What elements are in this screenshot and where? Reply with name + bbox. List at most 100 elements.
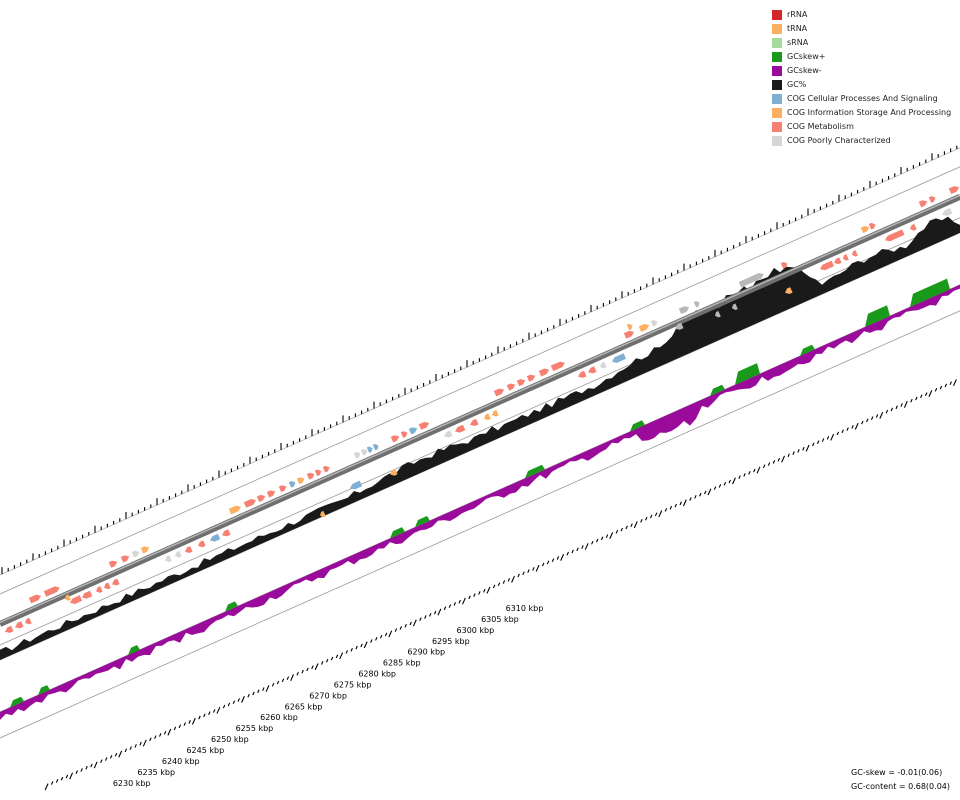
gene-feature[interactable] — [360, 448, 369, 456]
gene-feature[interactable] — [81, 590, 93, 601]
gene-feature[interactable] — [626, 323, 634, 331]
gene-feature[interactable] — [418, 420, 431, 430]
gene-feature[interactable] — [678, 305, 691, 315]
gene-feature[interactable] — [538, 367, 551, 377]
gene-feature[interactable] — [390, 434, 401, 443]
gene-feature[interactable] — [928, 195, 937, 203]
gene-feature[interactable] — [599, 361, 607, 370]
legend-label: COG Information Storage And Processing — [787, 108, 952, 117]
gene-feature[interactable] — [851, 250, 858, 258]
legend-item-srna[interactable]: sRNA — [772, 36, 951, 50]
gene-feature[interactable] — [491, 409, 499, 418]
gene-feature[interactable] — [469, 418, 479, 428]
gene-feature[interactable] — [714, 311, 721, 319]
gene-feature[interactable] — [909, 223, 917, 232]
gene-feature[interactable] — [948, 184, 960, 195]
gene-feature[interactable] — [43, 585, 61, 597]
gene-feature[interactable] — [506, 382, 517, 391]
gene-feature[interactable] — [95, 586, 103, 594]
gene-feature[interactable] — [731, 303, 738, 312]
gene-feature[interactable] — [322, 465, 331, 473]
gene-feature[interactable] — [243, 497, 257, 508]
gene-feature[interactable] — [296, 476, 306, 485]
gene-feature[interactable] — [868, 222, 877, 230]
gene-feature[interactable] — [784, 287, 793, 295]
gene-feature[interactable] — [120, 554, 131, 563]
gene-feature[interactable] — [14, 621, 24, 630]
gene-feature[interactable] — [24, 617, 32, 626]
gene-feature[interactable] — [674, 322, 684, 332]
legend-item-trna[interactable]: tRNA — [772, 22, 951, 36]
gene-feature[interactable] — [611, 353, 627, 364]
gene-feature[interactable] — [941, 207, 953, 218]
gene-feature[interactable] — [842, 254, 849, 262]
gene-feature[interactable] — [389, 468, 398, 477]
gene-feature[interactable] — [184, 546, 193, 554]
gene-feature[interactable] — [103, 582, 111, 591]
gene-feature[interactable] — [443, 430, 453, 439]
legend-item-cog-poorly[interactable]: COG Poorly Characterized — [772, 134, 951, 148]
gene-feature[interactable] — [860, 224, 871, 234]
gene-feature[interactable] — [140, 545, 151, 554]
gene-feature[interactable] — [918, 199, 929, 208]
gene-feature[interactable] — [400, 430, 409, 438]
gene-feature[interactable] — [353, 451, 362, 459]
gene-feature[interactable] — [884, 229, 905, 243]
gene-features — [4, 184, 960, 635]
gene-feature[interactable] — [314, 468, 323, 477]
gene-feature[interactable] — [64, 594, 71, 602]
gene-feature[interactable] — [780, 261, 789, 269]
scale-labels: 6230 kbp 6235 kbp 6240 kbp 6245 kbp 6250… — [113, 604, 544, 788]
legend-item-rrna[interactable]: rRNA — [772, 8, 951, 22]
legend-item-gcskew-plus[interactable]: GCskew+ — [772, 50, 951, 64]
legend-item-gc-percent[interactable]: GC% — [772, 78, 951, 92]
gene-feature[interactable] — [693, 300, 701, 308]
gene-feature[interactable] — [516, 378, 527, 387]
ruler-tick — [129, 746, 132, 750]
legend-item-cog-information[interactable]: COG Information Storage And Processing — [772, 106, 951, 120]
gene-feature[interactable] — [228, 504, 242, 515]
gene-feature[interactable] — [408, 426, 419, 435]
gene-feature[interactable] — [4, 625, 14, 635]
ruler-tick — [265, 685, 270, 692]
gene-feature[interactable] — [111, 578, 120, 587]
gene-feature[interactable] — [526, 373, 537, 382]
ruler-tick — [69, 772, 74, 780]
ruler-tick — [732, 477, 736, 485]
gene-feature[interactable] — [164, 555, 172, 563]
gene-feature[interactable] — [69, 595, 83, 605]
gene-feature[interactable] — [256, 493, 267, 502]
gene-feature[interactable] — [174, 550, 182, 559]
gene-feature[interactable] — [197, 540, 206, 548]
gene-feature[interactable] — [819, 260, 835, 272]
gene-feature[interactable] — [349, 480, 363, 491]
legend-item-cog-cellular[interactable]: COG Cellular Processes And Signaling — [772, 92, 951, 106]
gene-feature[interactable] — [278, 484, 288, 493]
gene-feature[interactable] — [577, 370, 587, 380]
gene-feature[interactable] — [28, 593, 42, 604]
gene-feature[interactable] — [483, 413, 491, 421]
gene-feature[interactable] — [288, 480, 297, 488]
gene-feature[interactable] — [306, 471, 316, 480]
gene-feature[interactable] — [454, 424, 466, 435]
gene-feature[interactable] — [550, 360, 566, 372]
gene-feature[interactable] — [372, 443, 380, 451]
gc-skew-positive-peak — [710, 384, 725, 397]
gene-feature[interactable] — [108, 559, 119, 568]
gene-feature[interactable] — [493, 387, 506, 397]
gene-feature[interactable] — [623, 329, 636, 339]
gene-feature[interactable] — [638, 322, 651, 332]
gene-feature[interactable] — [650, 319, 659, 327]
gene-feature[interactable] — [833, 257, 842, 265]
gene-feature[interactable] — [221, 529, 231, 538]
gene-feature[interactable] — [266, 489, 277, 498]
legend-item-cog-metabolism[interactable]: COG Metabolism — [772, 120, 951, 134]
gene-feature[interactable] — [366, 445, 374, 453]
gene-feature[interactable] — [738, 271, 765, 288]
gc-skew-positive-peak — [10, 696, 24, 708]
gene-feature[interactable] — [319, 510, 326, 519]
legend-item-gcskew-minus[interactable]: GCskew- — [772, 64, 951, 78]
gene-feature[interactable] — [587, 366, 597, 375]
gene-feature[interactable] — [209, 533, 221, 544]
gene-feature[interactable] — [131, 549, 141, 558]
